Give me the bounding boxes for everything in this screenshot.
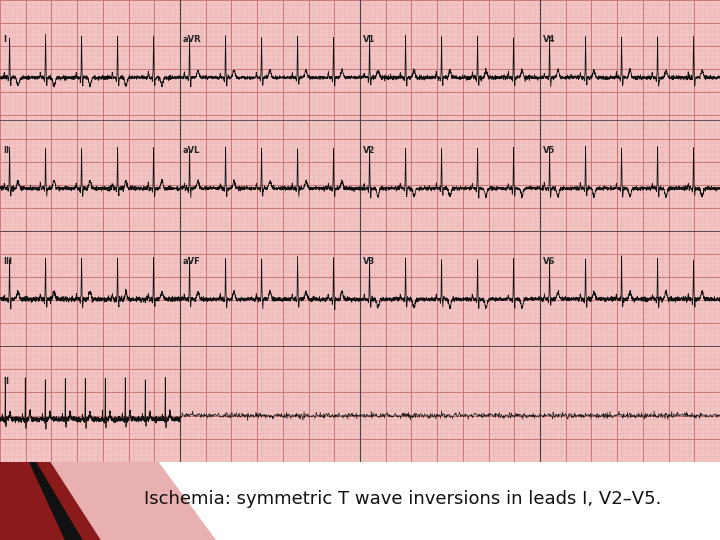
Polygon shape [29, 462, 83, 540]
Text: aVR: aVR [183, 36, 202, 44]
Text: V5: V5 [543, 146, 555, 156]
Text: aVL: aVL [183, 146, 200, 156]
Text: III: III [3, 257, 12, 266]
Text: V4: V4 [543, 36, 555, 44]
Text: V1: V1 [363, 36, 375, 44]
Polygon shape [50, 462, 216, 540]
Text: Ischemia: symmetric T wave inversions in leads I, V2–V5.: Ischemia: symmetric T wave inversions in… [144, 490, 662, 508]
Text: V6: V6 [543, 257, 555, 266]
Text: V3: V3 [363, 257, 375, 266]
Polygon shape [0, 462, 101, 540]
Text: II: II [3, 377, 9, 386]
Text: I: I [3, 36, 6, 44]
Text: II: II [3, 146, 9, 156]
Text: aVF: aVF [183, 257, 201, 266]
Text: V2: V2 [363, 146, 375, 156]
